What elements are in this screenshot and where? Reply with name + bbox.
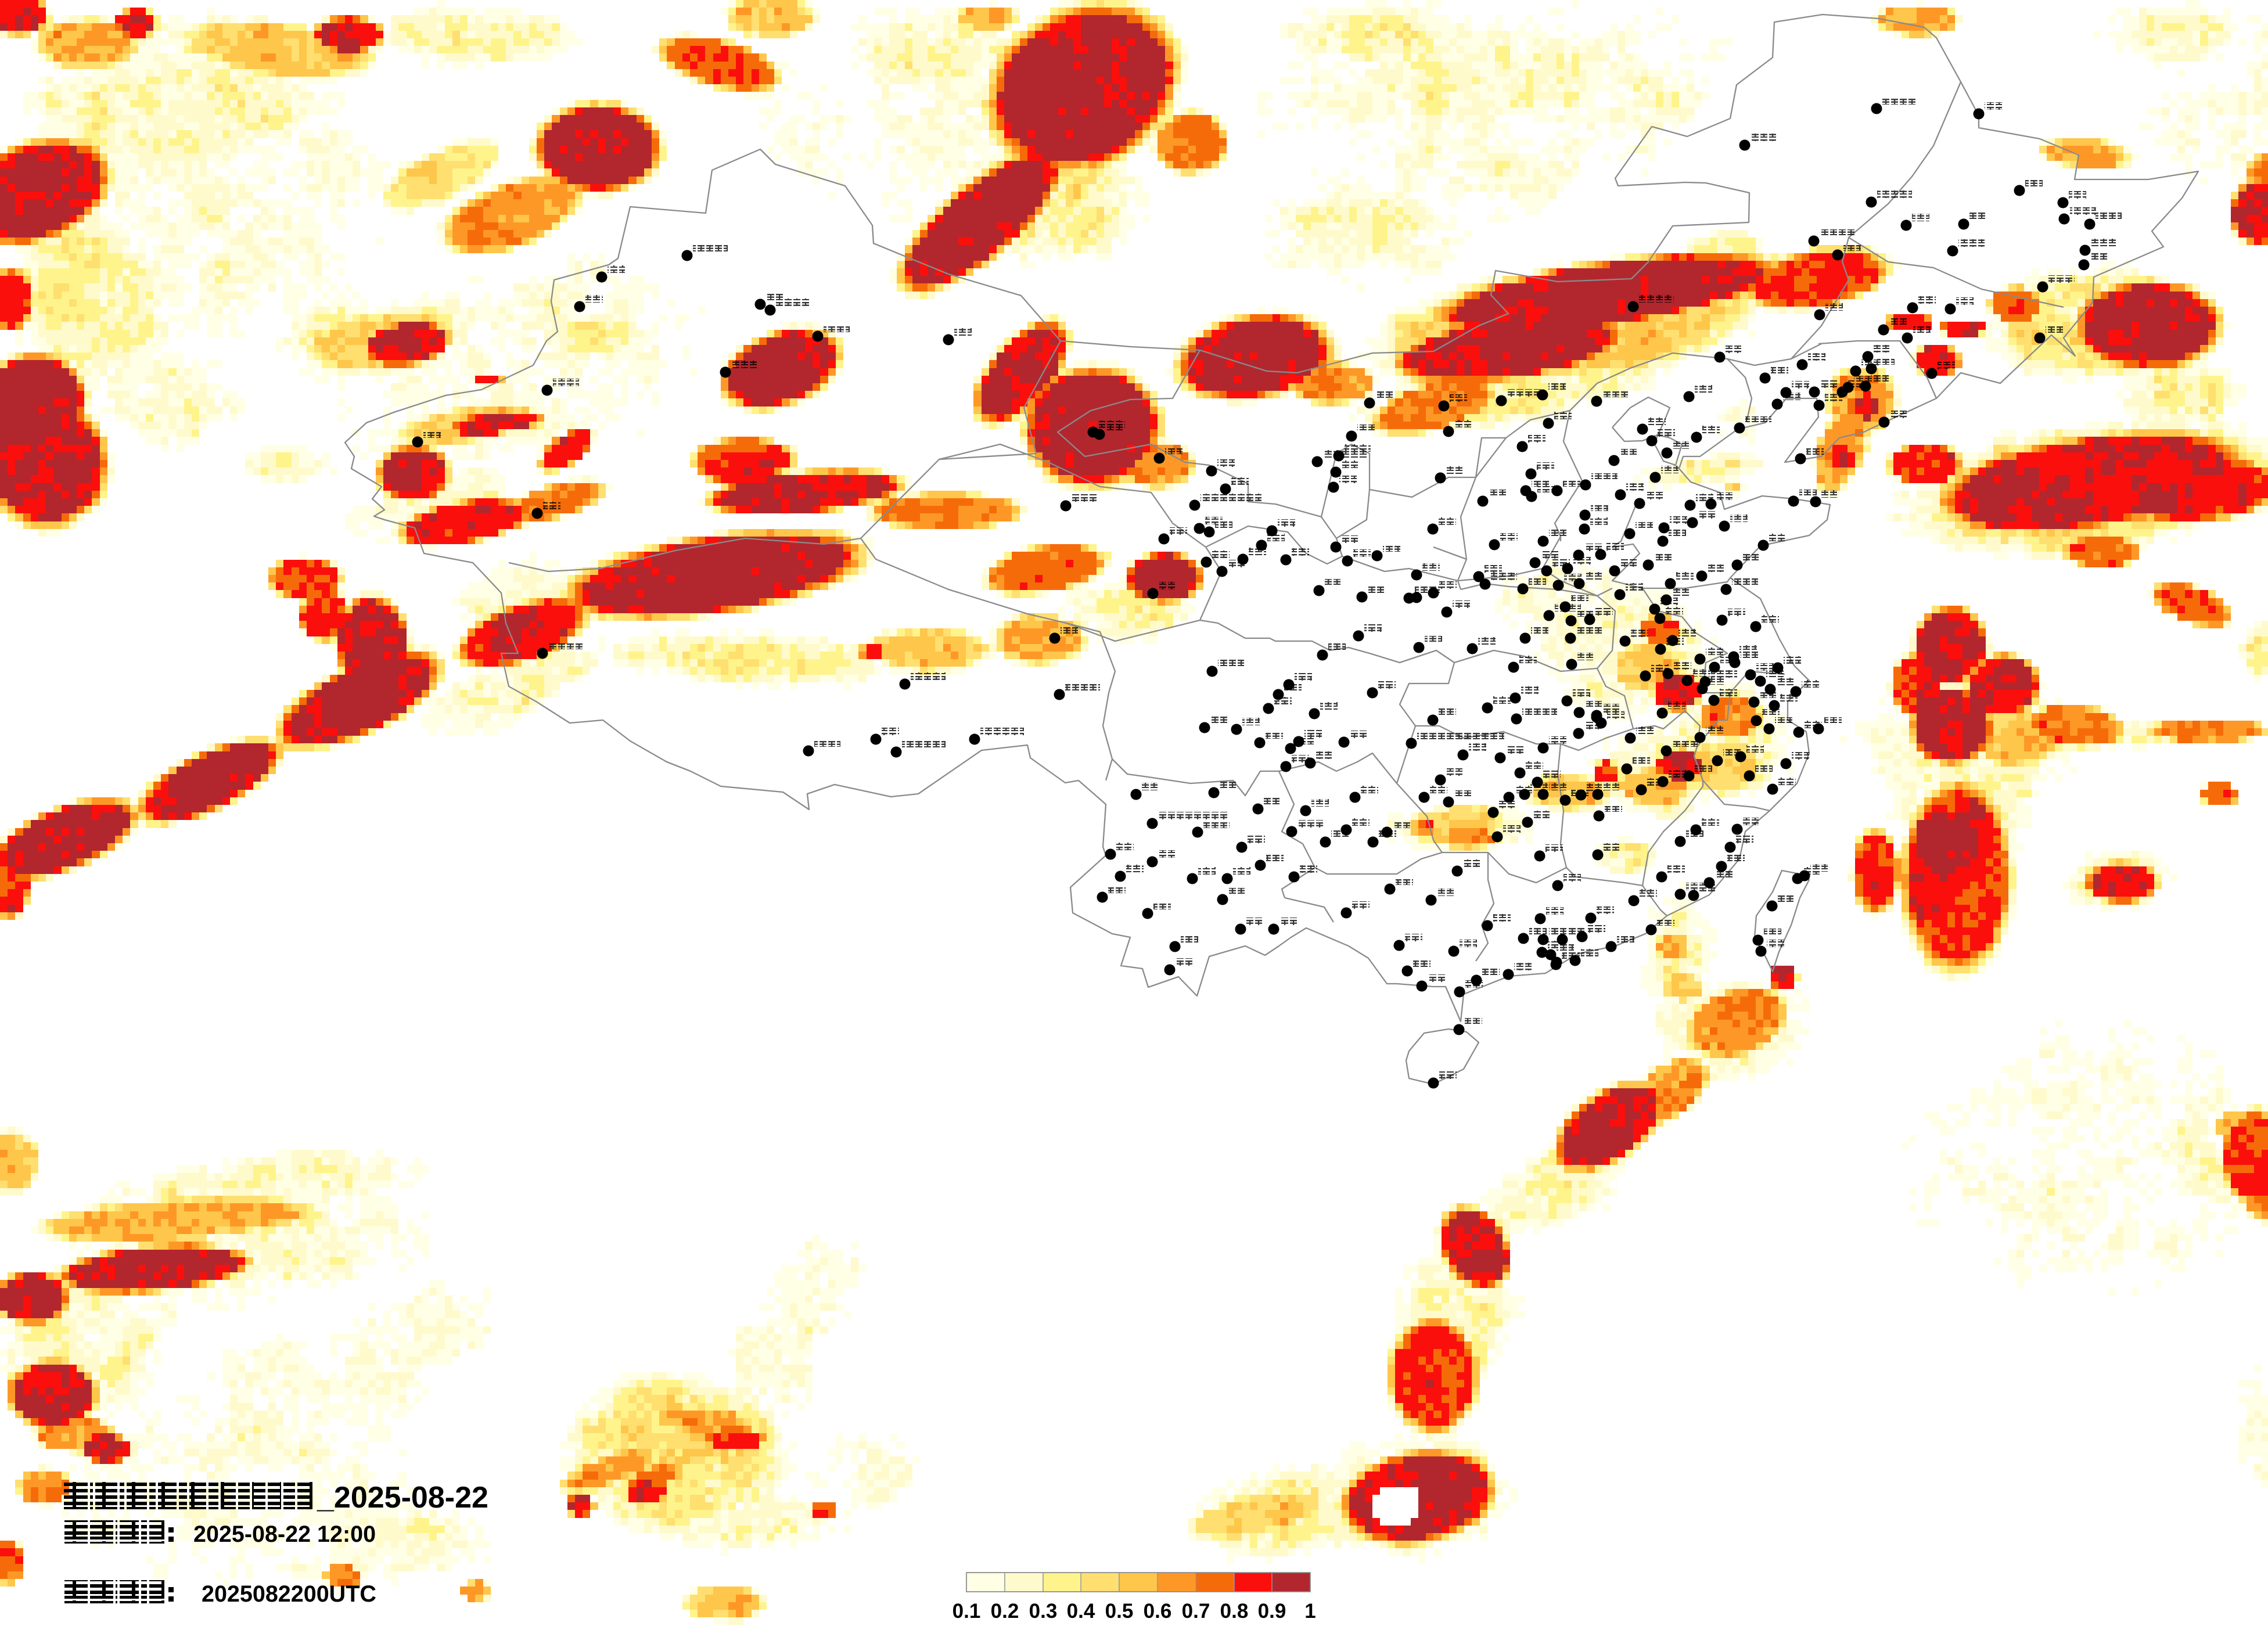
svg-text:_2025-08-22: _2025-08-22 (317, 1481, 488, 1515)
svg-text:0.4: 0.4 (1067, 1600, 1095, 1623)
svg-text:0.2: 0.2 (991, 1600, 1019, 1623)
svg-text:0.3: 0.3 (1029, 1600, 1058, 1623)
svg-text:2025082200UTC: 2025082200UTC (202, 1581, 376, 1607)
svg-text:0.9: 0.9 (1258, 1600, 1286, 1623)
svg-text:0.5: 0.5 (1105, 1600, 1134, 1623)
svg-text:0.6: 0.6 (1144, 1600, 1172, 1623)
svg-text:0.7: 0.7 (1182, 1600, 1210, 1623)
svg-text:0.1: 0.1 (953, 1600, 981, 1623)
svg-text:2025-08-22 12:00: 2025-08-22 12:00 (193, 1521, 376, 1547)
svg-text:1: 1 (1304, 1600, 1315, 1623)
svg-text:0.8: 0.8 (1220, 1600, 1249, 1623)
